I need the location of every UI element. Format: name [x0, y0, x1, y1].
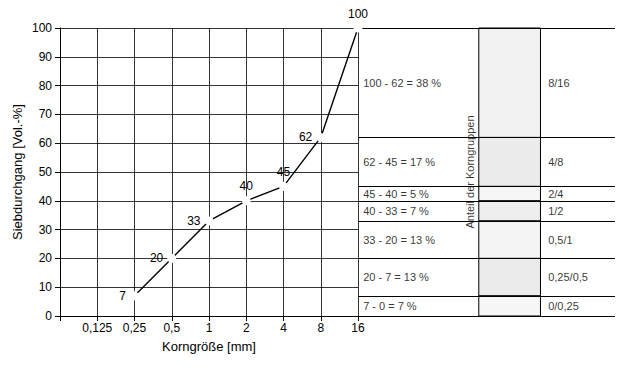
- svg-text:Siebdurchgang [Vol.-%]: Siebdurchgang [Vol.-%]: [10, 104, 25, 240]
- svg-text:33 - 20 = 13 %: 33 - 20 = 13 %: [363, 234, 435, 246]
- svg-text:0,5/1: 0,5/1: [548, 234, 572, 246]
- svg-text:1: 1: [206, 321, 213, 335]
- svg-text:62: 62: [299, 130, 313, 144]
- svg-text:8: 8: [317, 321, 324, 335]
- svg-text:20: 20: [150, 251, 164, 265]
- svg-text:0,125: 0,125: [82, 321, 112, 335]
- svg-text:Anteil der Korngruppen: Anteil der Korngruppen: [464, 115, 476, 228]
- svg-text:20: 20: [39, 251, 53, 265]
- svg-text:0,25/0,5: 0,25/0,5: [548, 271, 588, 283]
- svg-text:Korngröße [mm]: Korngröße [mm]: [162, 339, 256, 354]
- svg-text:100: 100: [348, 7, 368, 21]
- svg-text:2/4: 2/4: [548, 188, 563, 200]
- svg-text:0,5: 0,5: [163, 321, 180, 335]
- svg-text:7 - 0 = 7 %: 7 - 0 = 7 %: [363, 300, 417, 312]
- svg-text:45 - 40 = 5 %: 45 - 40 = 5 %: [363, 188, 429, 200]
- svg-text:33: 33: [187, 214, 201, 228]
- svg-text:70: 70: [39, 107, 53, 121]
- svg-text:100 - 62 = 38 %: 100 - 62 = 38 %: [363, 77, 441, 89]
- svg-text:8/16: 8/16: [548, 77, 569, 89]
- svg-text:40: 40: [39, 194, 53, 208]
- svg-text:100: 100: [32, 21, 52, 35]
- svg-text:1/2: 1/2: [548, 205, 563, 217]
- svg-text:10: 10: [39, 280, 53, 294]
- svg-text:4: 4: [280, 321, 287, 335]
- svg-text:80: 80: [39, 79, 53, 93]
- svg-text:40: 40: [240, 179, 254, 193]
- svg-text:0,25: 0,25: [123, 321, 147, 335]
- svg-text:7: 7: [119, 289, 126, 303]
- svg-text:90: 90: [39, 50, 53, 64]
- svg-text:0/0,25: 0/0,25: [548, 300, 579, 312]
- svg-text:16: 16: [351, 321, 365, 335]
- svg-text:40 - 33 = 7 %: 40 - 33 = 7 %: [363, 205, 429, 217]
- svg-text:60: 60: [39, 136, 53, 150]
- svg-text:20 - 7 = 13 %: 20 - 7 = 13 %: [363, 271, 429, 283]
- svg-text:30: 30: [39, 223, 53, 237]
- svg-text:0: 0: [45, 309, 52, 323]
- svg-text:4/8: 4/8: [548, 156, 563, 168]
- svg-text:45: 45: [277, 165, 291, 179]
- svg-text:62 - 45 = 17 %: 62 - 45 = 17 %: [363, 156, 435, 168]
- svg-text:2: 2: [243, 321, 250, 335]
- svg-text:50: 50: [39, 165, 53, 179]
